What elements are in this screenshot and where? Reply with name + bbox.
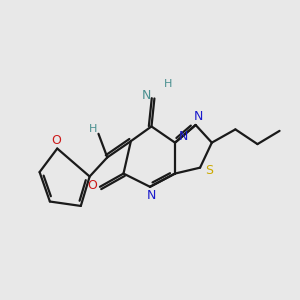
Text: N: N bbox=[194, 110, 203, 123]
Text: H: H bbox=[88, 124, 97, 134]
Text: O: O bbox=[87, 179, 97, 192]
Text: S: S bbox=[206, 164, 214, 177]
Text: N: N bbox=[147, 188, 156, 202]
Text: N: N bbox=[178, 130, 188, 143]
Text: H: H bbox=[164, 79, 172, 89]
Text: N: N bbox=[142, 89, 151, 102]
Text: O: O bbox=[51, 134, 61, 147]
